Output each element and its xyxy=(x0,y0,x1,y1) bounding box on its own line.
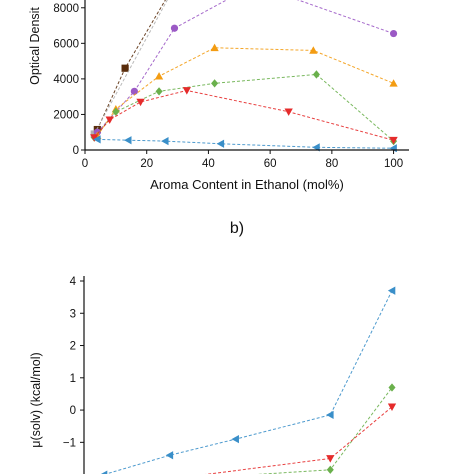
chart-a-series-6-line xyxy=(97,138,394,149)
chart-b-y-tick-label: 1 xyxy=(70,373,76,385)
chart-a-series-2-point-1 xyxy=(130,87,138,95)
chart-a-y-axis-label: Optical Densit xyxy=(28,7,42,85)
chart-a-y-tick-label: 0 xyxy=(73,145,79,157)
chart-b-series-0-point-3 xyxy=(326,410,334,420)
chart-a-x-tick-label: 80 xyxy=(325,158,338,170)
chart-a-series-2-point-2 xyxy=(170,24,179,32)
chart-a-x-axis-label: Aroma Content in Ethanol (mol%) xyxy=(150,177,344,192)
chart-a-y-ticks: 0 2000 4000 6000 8000 xyxy=(53,3,85,157)
chart-a-series-4-line xyxy=(93,73,394,142)
chart-a-series-2-point-4 xyxy=(389,29,398,38)
chart-a-series-4-point-3 xyxy=(211,79,219,88)
chart-b: −1 0 1 2 3 4 μ(solv) (kcal/mol) xyxy=(29,276,397,474)
chart-b-y-ticks: −1 0 1 2 3 4 xyxy=(63,276,84,449)
chart-b-series-2-point-1 xyxy=(326,455,335,463)
chart-a-series-3-point-2 xyxy=(154,72,164,80)
chart-a-y-tick-label: 8000 xyxy=(53,3,79,15)
chart-a-x-tick-label: 0 xyxy=(82,158,88,170)
chart-a-series-5-point-4 xyxy=(284,108,293,116)
chart-b-y-tick-label: 4 xyxy=(70,276,77,288)
chart-b-y-tick-label: 0 xyxy=(70,405,76,417)
panel-label: b) xyxy=(230,220,244,237)
chart-a-series-6-point-1 xyxy=(124,136,132,145)
chart-b-series-0-point-2 xyxy=(231,434,239,444)
chart-b-series-0-line xyxy=(104,290,393,474)
chart-a-series-5-point-1 xyxy=(105,116,114,124)
chart-a-series-3-point-5 xyxy=(389,79,398,87)
chart-a-x-tick-label: 60 xyxy=(264,158,277,170)
chart-b-y-tick-label: 2 xyxy=(70,341,76,353)
chart-a-series-3-line xyxy=(96,47,394,137)
chart-a-series-5-point-2 xyxy=(136,98,145,107)
chart-b-series-2-point-2 xyxy=(387,403,397,411)
chart-a-series-4-point-1 xyxy=(112,107,120,116)
chart-b-series-0-point-4 xyxy=(387,286,396,295)
chart-a-series xyxy=(90,0,398,152)
chart-b-series-1-line xyxy=(256,387,393,474)
chart-b-series-2-line xyxy=(205,406,393,474)
chart-a-series-6-point-2 xyxy=(161,136,169,146)
chart-a-series-5-point-0 xyxy=(90,134,99,142)
chart-a: 0 20 40 60 80 100 0 2000 4000 6000 8000 Aroma Con… xyxy=(28,0,409,192)
chart-a-series-6-point-3 xyxy=(216,139,225,148)
chart-a-x-tick-label: 40 xyxy=(202,158,215,170)
chart-b-series-1-point-1 xyxy=(326,465,334,474)
chart-a-y-tick-label: 4000 xyxy=(53,74,79,86)
chart-a-y-tick-label: 6000 xyxy=(53,38,79,50)
chart-a-series-4-point-2 xyxy=(155,87,163,96)
chart-a-series-5-line xyxy=(93,89,394,141)
chart-a-series-4-point-4 xyxy=(312,70,320,79)
chart-a-series-1-line xyxy=(93,0,168,135)
chart-b-y-axis-label: μ(solv) (kcal/mol) xyxy=(29,352,43,447)
chart-a-x-tick-label: 100 xyxy=(384,158,403,170)
chart-a-x-ticks: 0 20 40 60 80 100 xyxy=(82,150,403,170)
chart-b-series-0-point-1 xyxy=(165,451,174,460)
chart-b-y-tick-label: −1 xyxy=(63,437,76,449)
chart-a-series-3-point-3 xyxy=(210,43,219,52)
chart-a-series-5-point-3 xyxy=(182,87,191,95)
chart-a-series-0-point-1 xyxy=(121,64,129,72)
chart-a-series-5-point-5 xyxy=(389,136,398,145)
chart-b-series-1-point-2 xyxy=(388,383,396,392)
chart-a-series-3-point-4 xyxy=(309,46,318,54)
chart-b-series-0-point-0 xyxy=(100,470,108,474)
chart-b-series xyxy=(100,286,397,474)
chart-b-y-tick-label: 3 xyxy=(70,308,76,320)
chart-a-series-0-line xyxy=(96,0,166,130)
chart-a-x-tick-label: 20 xyxy=(140,158,153,170)
chart-a-y-tick-label: 2000 xyxy=(53,109,79,121)
chart-a-series-2-line xyxy=(96,0,394,133)
chart-a-series-6-point-0 xyxy=(93,135,101,144)
